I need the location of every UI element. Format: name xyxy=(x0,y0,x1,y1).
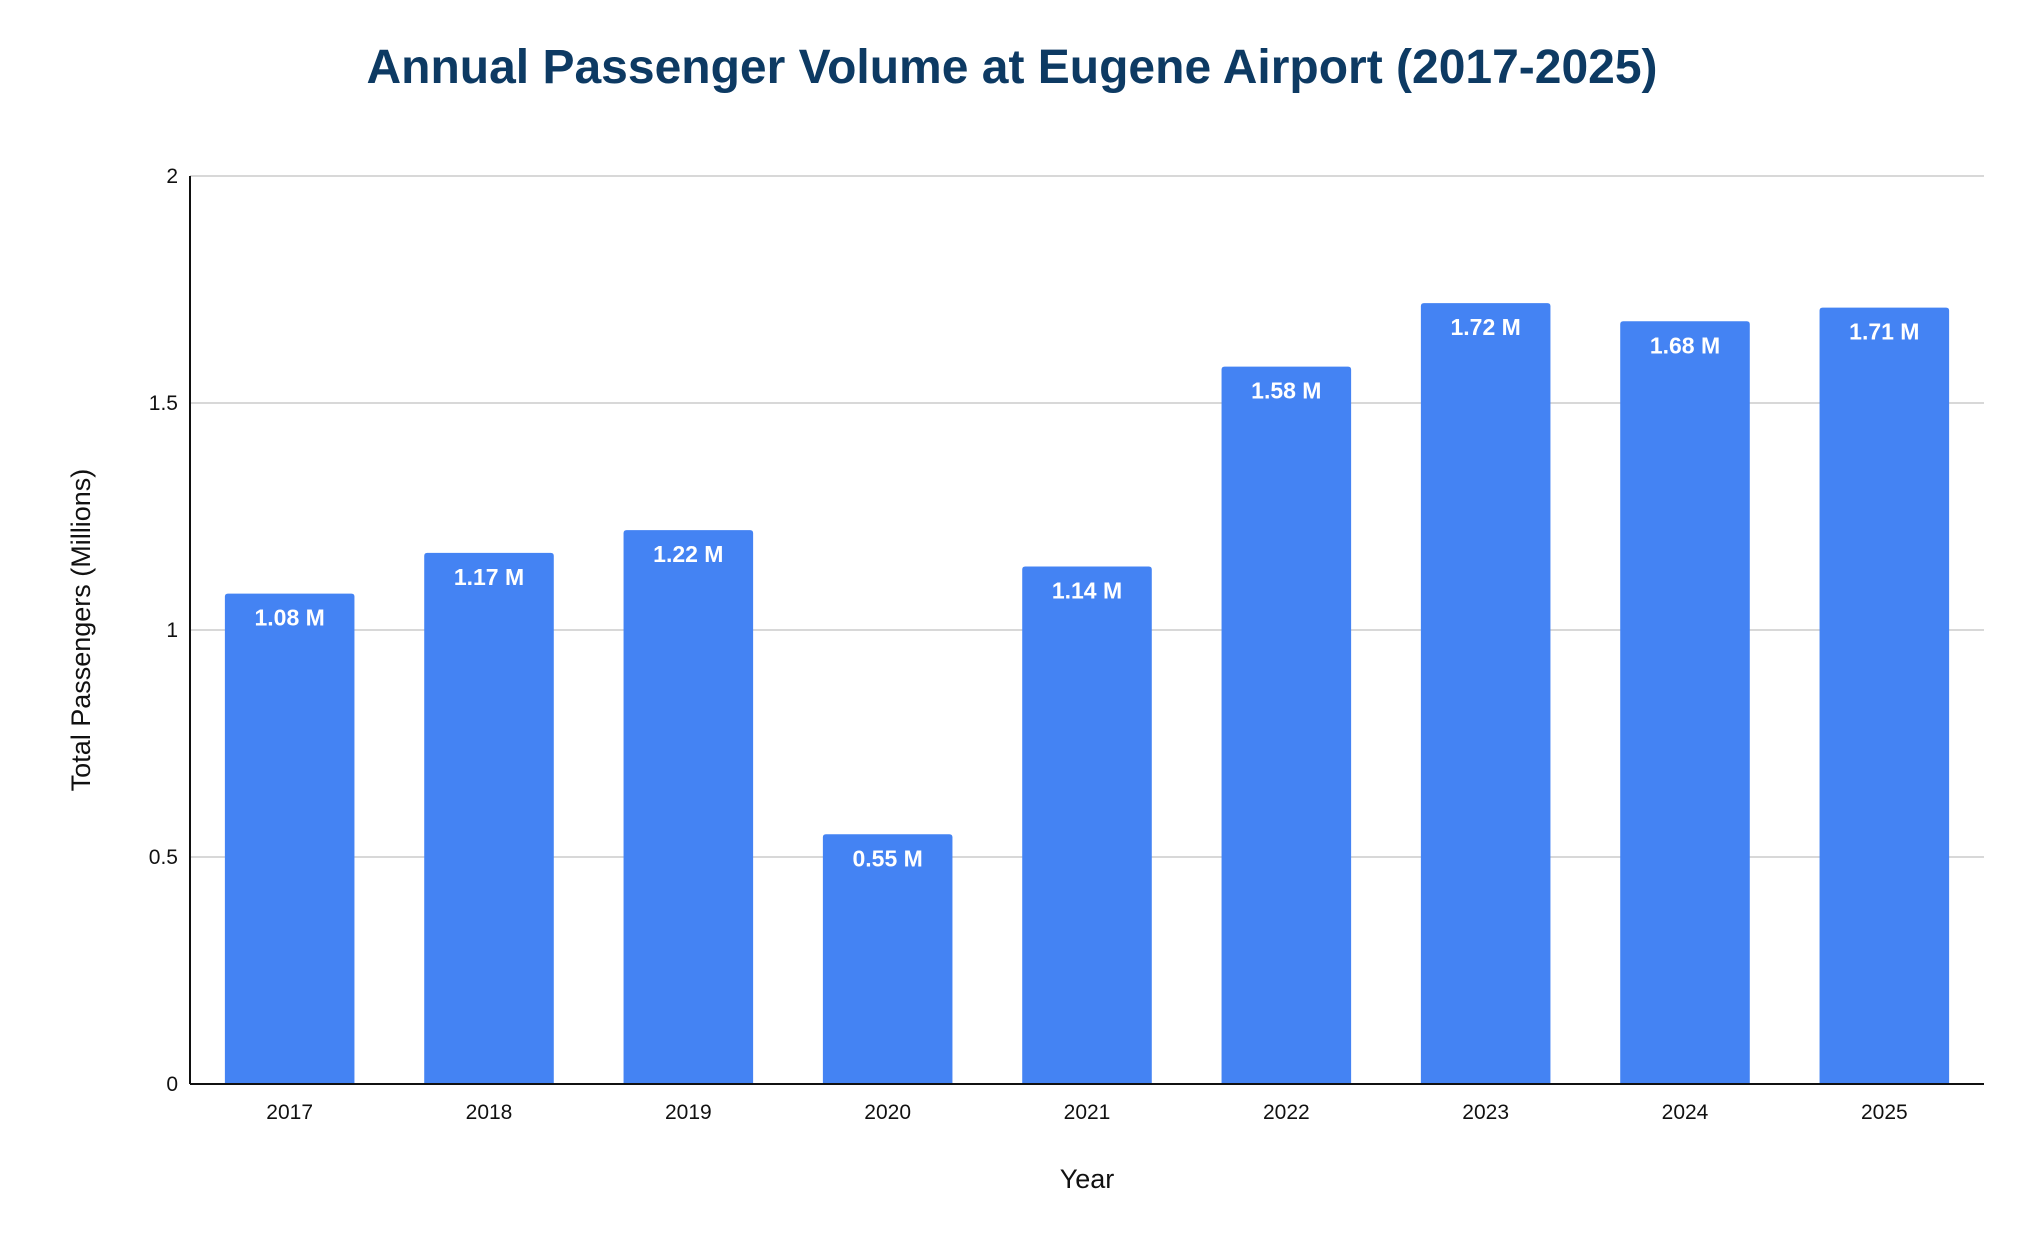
y-tick-label: 0.5 xyxy=(149,846,178,869)
bar-value-label: 0.55 M xyxy=(853,845,923,871)
bar-value-label: 1.58 M xyxy=(1251,378,1321,404)
x-tick-label: 2018 xyxy=(466,1101,513,1124)
bar-value-label: 1.68 M xyxy=(1650,332,1720,358)
y-tick-labels: 0 0.5 1 1.5 2 xyxy=(149,165,178,1096)
chart-title: Annual Passenger Volume at Eugene Airpor… xyxy=(366,41,1658,94)
bar-value-label: 1.71 M xyxy=(1849,319,1919,345)
y-tick-label: 2 xyxy=(166,165,178,188)
y-tick-label: 1 xyxy=(166,619,178,642)
x-tick-label: 2017 xyxy=(266,1101,313,1124)
bar-2019 xyxy=(623,530,754,1084)
y-tick-label: 1.5 xyxy=(149,392,178,415)
bar-value-label: 1.22 M xyxy=(653,541,723,567)
bar-value-label: 1.14 M xyxy=(1052,577,1122,603)
bar-2025 xyxy=(1819,307,1950,1084)
bar-2021 xyxy=(1022,566,1152,1084)
x-tick-labels: 2017 2018 2019 2020 2021 2022 2023 2024 2025 xyxy=(266,1101,1907,1124)
x-tick-label: 2024 xyxy=(1662,1101,1709,1124)
x-axis-title: Year xyxy=(1060,1164,1115,1194)
axes xyxy=(189,176,1984,1085)
bar-2020 xyxy=(822,834,953,1084)
x-tick-label: 2025 xyxy=(1861,1101,1908,1124)
y-tick-label: 0 xyxy=(166,1073,178,1096)
bar-value-label: 1.08 M xyxy=(255,605,325,631)
bar-2023 xyxy=(1420,303,1551,1084)
bar-2022 xyxy=(1221,366,1352,1084)
bar-value-labels: 1.08 M 1.17 M 1.22 M 0.55 M 1.14 M 1.58 M 1.72… xyxy=(255,314,1920,871)
bars xyxy=(224,303,1950,1084)
x-tick-label: 2021 xyxy=(1064,1101,1111,1124)
bar-value-label: 1.17 M xyxy=(454,564,524,590)
bar-2017 xyxy=(224,593,355,1084)
y-axis-title: Total Passengers (Millions) xyxy=(66,469,96,792)
bar-2024 xyxy=(1620,321,1750,1084)
bar-2018 xyxy=(424,552,554,1084)
x-tick-label: 2023 xyxy=(1462,1101,1509,1124)
bar-value-label: 1.72 M xyxy=(1451,314,1521,340)
x-tick-label: 2019 xyxy=(665,1101,712,1124)
x-tick-label: 2020 xyxy=(864,1101,911,1124)
x-tick-label: 2022 xyxy=(1263,1101,1310,1124)
